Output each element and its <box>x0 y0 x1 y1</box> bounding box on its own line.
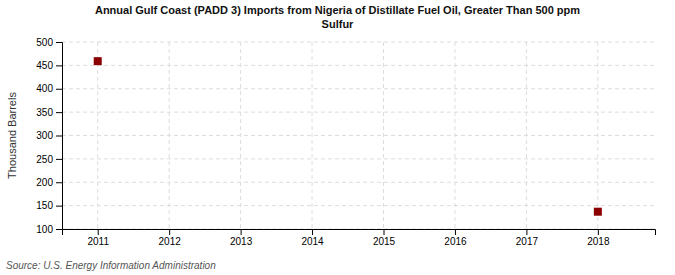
x-tick: 2016 <box>444 229 467 247</box>
y-tick-mark <box>56 89 62 90</box>
y-grid-line <box>62 42 655 43</box>
y-grid-line <box>62 112 655 113</box>
y-tick-mark <box>56 65 62 66</box>
x-tick-label: 2018 <box>587 236 610 247</box>
x-tick: 2014 <box>301 229 324 247</box>
x-axis-line <box>63 230 656 236</box>
x-tick-label: 2016 <box>444 236 467 247</box>
x-tick-label: 2017 <box>516 236 539 247</box>
x-grid-line <box>597 42 598 229</box>
x-grid-line <box>454 42 455 229</box>
y-tick-label: 250 <box>36 154 53 165</box>
x-tick: 2017 <box>516 229 539 247</box>
x-tick-label: 2011 <box>87 236 109 247</box>
y-tick: 250 <box>36 154 62 165</box>
y-tick: 350 <box>36 107 62 118</box>
x-tick: 2011 <box>87 229 109 247</box>
y-grid-line <box>62 88 655 89</box>
x-tick-mark <box>169 229 170 235</box>
y-tick-label: 300 <box>36 130 53 141</box>
y-tick-label: 200 <box>36 177 53 188</box>
x-tick: 2015 <box>373 229 396 247</box>
x-tick: 2018 <box>587 229 610 247</box>
y-grid-line <box>62 182 655 183</box>
y-tick: 400 <box>36 83 62 94</box>
y-tick-label: 500 <box>36 37 53 48</box>
y-tick-mark <box>56 159 62 160</box>
y-tick-label: 450 <box>36 60 53 71</box>
y-grid-line <box>62 205 655 206</box>
x-tick-mark <box>312 229 313 235</box>
x-tick-mark <box>241 229 242 235</box>
y-tick-label: 150 <box>36 200 53 211</box>
grid <box>62 42 655 229</box>
source-note: Source: U.S. Energy Information Administ… <box>6 260 216 271</box>
plot-area: 2011 2012 2013 2014 2015 2016 2017 2018 100 150 20… <box>36 37 655 247</box>
x-axis: 2011 2012 2013 2014 2015 2016 2017 2018 <box>63 229 656 247</box>
point <box>94 57 102 65</box>
x-grid-line <box>240 42 241 229</box>
y-tick-label: 400 <box>36 83 53 94</box>
x-tick-mark <box>455 229 456 235</box>
x-grid-line <box>383 42 384 229</box>
x-tick-label: 2013 <box>230 236 253 247</box>
y-tick: 500 <box>36 37 62 48</box>
x-tick-mark <box>598 229 599 235</box>
y-tick-mark <box>56 112 62 113</box>
y-tick: 100 <box>36 224 62 235</box>
y-tick-mark <box>56 42 62 43</box>
x-tick-mark <box>526 229 527 235</box>
y-axis-line <box>56 43 63 230</box>
y-tick-label: 100 <box>36 224 53 235</box>
x-grid-line <box>312 42 313 229</box>
x-tick-mark <box>384 229 385 235</box>
x-tick-label: 2014 <box>301 236 324 247</box>
y-tick-label: 350 <box>36 107 53 118</box>
y-grid-line <box>62 135 655 136</box>
point <box>594 208 602 216</box>
points <box>94 57 602 216</box>
y-tick-mark <box>56 206 62 207</box>
y-tick-mark <box>56 136 62 137</box>
x-grid-line <box>97 42 98 229</box>
y-tick: 150 <box>36 200 62 211</box>
title: Annual Gulf Coast (PADD 3) Imports from … <box>95 4 580 30</box>
y-axis: 100 150 200 250 300 350 400 450 500 <box>36 37 62 235</box>
x-grid-line <box>526 42 527 229</box>
y-tick: 450 <box>36 60 62 71</box>
x-tick-label: 2012 <box>159 236 182 247</box>
y-grid-line <box>62 65 655 66</box>
x-tick-label: 2015 <box>373 236 396 247</box>
x-tick-mark <box>98 229 99 235</box>
y-tick: 300 <box>36 130 62 141</box>
y-axis-title: Thousand Barrels <box>6 92 18 179</box>
x-tick: 2012 <box>159 229 182 247</box>
x-tick: 2013 <box>230 229 253 247</box>
chart: 2011 2012 2013 2014 2015 2016 2017 2018 100 150 20… <box>0 0 675 275</box>
y-grid-line <box>62 158 655 159</box>
y-tick: 200 <box>36 177 62 188</box>
y-tick-mark <box>56 182 62 183</box>
x-grid-line <box>169 42 170 229</box>
y-tick-mark <box>56 229 62 230</box>
